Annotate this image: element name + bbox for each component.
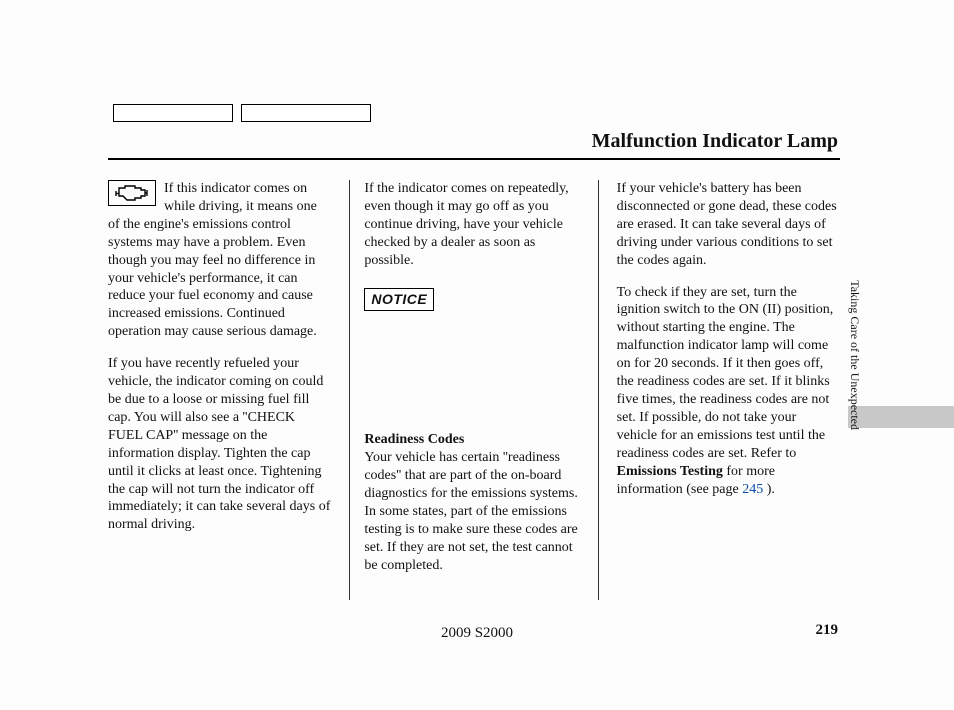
column-3: If your vehicle's battery has been disco… xyxy=(611,180,840,600)
column-1: If this indicator comes on while driving… xyxy=(108,180,337,600)
col2-para-1: If the indicator comes on repeatedly, ev… xyxy=(364,180,583,270)
col3-para-1: If your vehicle's battery has been disco… xyxy=(617,180,840,270)
col1-para-2: If you have recently refueled your vehic… xyxy=(108,355,331,534)
title-rule xyxy=(108,158,840,160)
col2-para-2: Readiness Codes Your vehicle has certain… xyxy=(364,431,583,574)
column-2: If the indicator comes on repeatedly, ev… xyxy=(349,180,598,600)
footer-model: 2009 S2000 xyxy=(0,625,954,642)
top-blank-boxes xyxy=(113,104,371,122)
manual-page: Malfunction Indicator Lamp xyxy=(0,0,954,710)
readiness-codes-heading: Readiness Codes xyxy=(364,432,464,447)
footer-page-number: 219 xyxy=(816,622,839,639)
col2-p2-text: Your vehicle has certain ''readiness cod… xyxy=(364,450,578,572)
col3-p2-c: ). xyxy=(763,482,775,497)
section-tab-label: Taking Care of the Unexpected xyxy=(847,280,862,430)
col3-para-2: To check if they are set, turn the ignit… xyxy=(617,284,840,499)
col1-para-1: If this indicator comes on while driving… xyxy=(108,180,331,341)
emissions-testing-ref: Emissions Testing xyxy=(617,464,723,479)
col3-p2-a: To check if they are set, turn the ignit… xyxy=(617,285,834,461)
notice-box: NOTICE xyxy=(364,288,434,312)
blank-box-2 xyxy=(241,104,371,122)
side-tab-bar xyxy=(848,406,954,428)
page-reference-link[interactable]: 245 xyxy=(742,482,763,497)
page-title: Malfunction Indicator Lamp xyxy=(592,130,838,153)
content-columns: If this indicator comes on while driving… xyxy=(108,180,840,600)
blank-box-1 xyxy=(113,104,233,122)
check-engine-icon xyxy=(108,180,156,206)
